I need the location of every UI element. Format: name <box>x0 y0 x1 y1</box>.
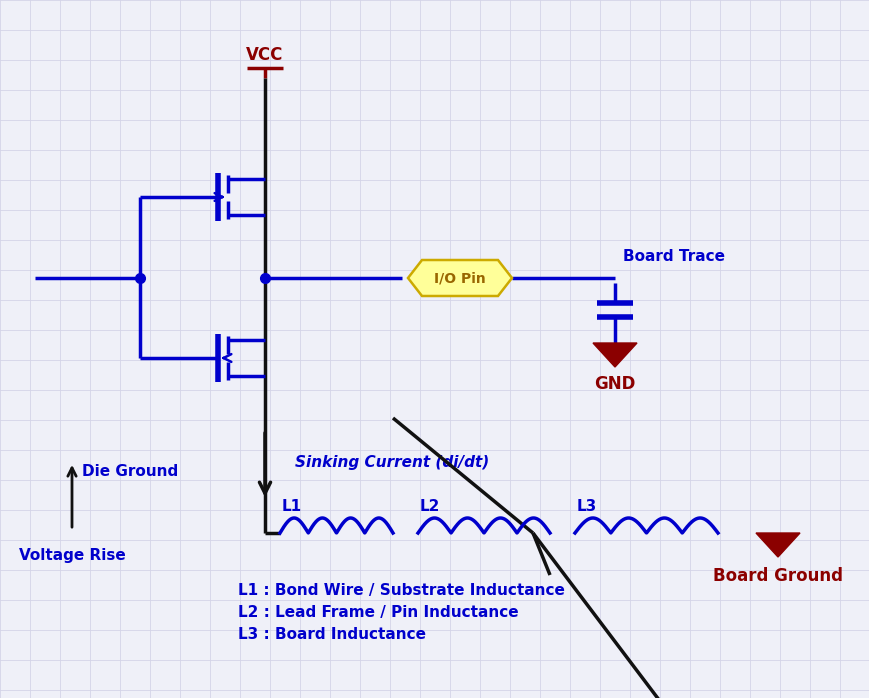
Text: GND: GND <box>594 375 635 393</box>
Text: L2: L2 <box>420 499 440 514</box>
Text: Sinking Current (di/dt): Sinking Current (di/dt) <box>295 454 488 470</box>
Text: L1 : Bond Wire / Substrate Inductance: L1 : Bond Wire / Substrate Inductance <box>238 583 564 598</box>
Text: L2 : Lead Frame / Pin Inductance: L2 : Lead Frame / Pin Inductance <box>238 605 518 620</box>
Text: Voltage Rise: Voltage Rise <box>18 548 125 563</box>
Polygon shape <box>755 533 799 557</box>
Text: VCC: VCC <box>246 46 283 64</box>
Text: Board Ground: Board Ground <box>713 567 842 585</box>
Text: L1: L1 <box>282 499 302 514</box>
Text: Board Trace: Board Trace <box>622 249 724 264</box>
Text: I/O Pin: I/O Pin <box>434 271 485 285</box>
Text: L3: L3 <box>576 499 596 514</box>
Polygon shape <box>408 260 512 296</box>
Text: Die Ground: Die Ground <box>82 464 178 480</box>
Polygon shape <box>593 343 636 367</box>
Text: L3 : Board Inductance: L3 : Board Inductance <box>238 627 426 642</box>
